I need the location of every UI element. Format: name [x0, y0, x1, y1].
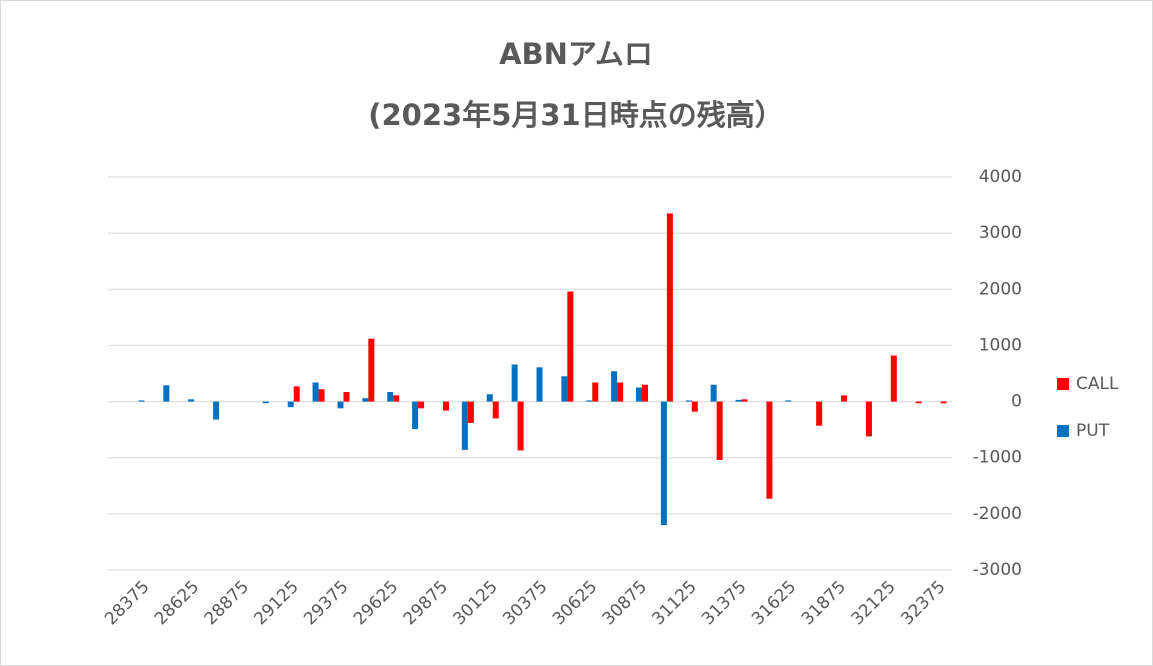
bar [287, 401, 294, 408]
bar [642, 384, 649, 402]
bar [611, 371, 618, 402]
legend-label: PUT [1076, 421, 1110, 441]
chart-title: ABNアムロ [499, 37, 653, 71]
bar [636, 387, 643, 402]
y-tick-label: -1000 [973, 448, 1022, 468]
legend-swatch [1057, 425, 1069, 437]
bar [188, 399, 195, 402]
bar [890, 355, 897, 402]
bar [293, 386, 300, 402]
y-tick-label: 2000 [979, 279, 1022, 299]
bar [138, 400, 145, 402]
bar [915, 401, 922, 404]
bar [262, 401, 269, 404]
bar [362, 398, 369, 402]
bar [660, 401, 667, 526]
bar [536, 367, 543, 402]
y-tick-label: 1000 [979, 335, 1022, 355]
bar [337, 401, 344, 409]
bar [412, 401, 419, 430]
y-tick-label: 4000 [979, 167, 1022, 187]
bar [368, 338, 375, 402]
y-tick-label: -2000 [973, 504, 1022, 524]
bar [511, 364, 518, 402]
bar [393, 395, 400, 402]
bar [343, 392, 350, 402]
bar [785, 400, 792, 402]
bar [940, 401, 947, 404]
bar [486, 394, 493, 402]
bar [442, 401, 449, 411]
bar [517, 401, 524, 451]
legend-swatch [1057, 378, 1069, 390]
y-tick-label: 3000 [979, 223, 1022, 243]
bar [561, 376, 568, 402]
bar [716, 401, 723, 460]
bar [163, 385, 170, 402]
chart-subtitle: (2023年5月31日時点の残高） [368, 98, 784, 132]
bar [492, 401, 499, 419]
bar [592, 382, 599, 402]
bar [387, 392, 394, 402]
bar [710, 384, 717, 402]
y-tick-label: 0 [1011, 392, 1022, 412]
bar [213, 401, 220, 420]
bar [418, 401, 425, 409]
bar [467, 401, 474, 423]
bar [816, 401, 823, 426]
y-tick-label: -3000 [973, 560, 1022, 580]
bar [841, 395, 848, 402]
bar [735, 399, 742, 402]
bar [312, 382, 319, 402]
bar [691, 401, 698, 412]
bar [318, 389, 325, 402]
bar [586, 400, 593, 402]
legend-label: CALL [1076, 374, 1119, 394]
bar [741, 399, 748, 402]
bar [567, 291, 574, 402]
bar [766, 401, 773, 499]
bar [685, 400, 692, 402]
bar [617, 382, 624, 402]
bar [461, 401, 468, 450]
bar [666, 213, 673, 402]
bar [865, 401, 872, 437]
